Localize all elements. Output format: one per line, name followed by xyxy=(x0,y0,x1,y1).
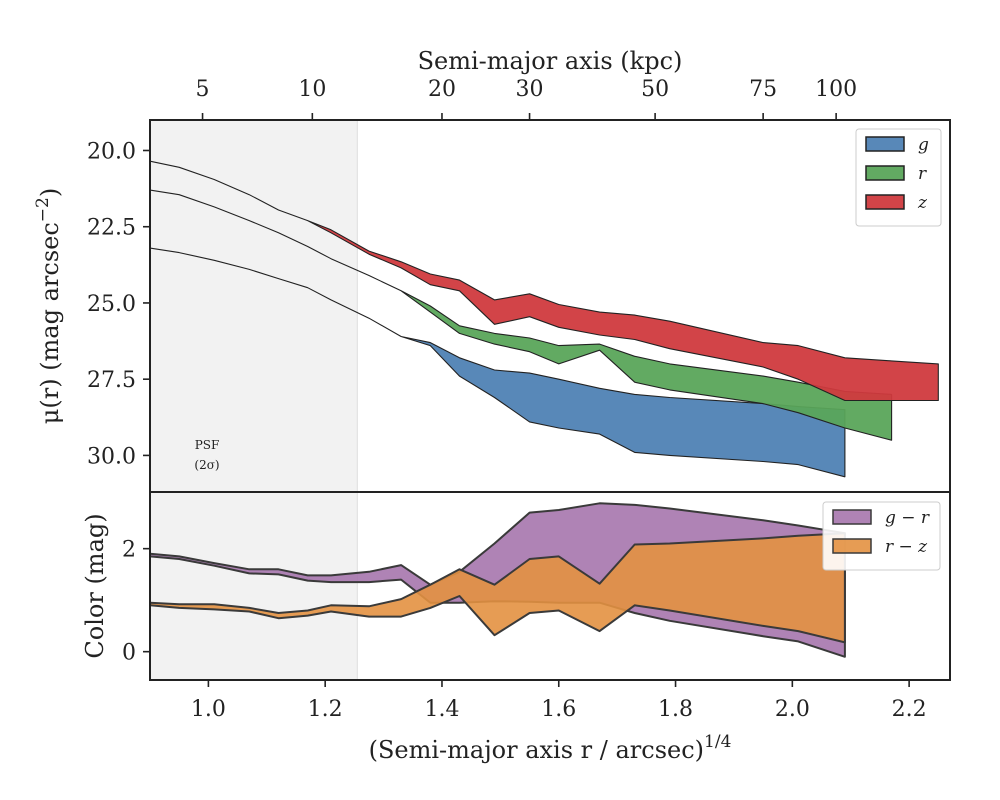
y-axis-label-main: μ(r) (mag arcsec−2) xyxy=(33,188,64,424)
xtick-label: 2.2 xyxy=(892,697,927,722)
sb-legend-label: g xyxy=(918,135,929,155)
y-axis-label-close: ) xyxy=(36,188,64,197)
top-tick-label: 5 xyxy=(196,77,210,102)
color-legend-swatch xyxy=(832,538,872,554)
xtick-label: 1.2 xyxy=(308,697,343,722)
top-tick-label: 50 xyxy=(641,77,669,102)
ytick-label: 25.0 xyxy=(87,292,136,317)
x-axis-label: (Semi-major axis r / arcsec)1/4 xyxy=(369,732,732,764)
sb-legend-swatch xyxy=(865,136,905,152)
top-tick-label: 30 xyxy=(516,77,544,102)
xtick-label: 1.4 xyxy=(424,697,459,722)
psf-shade-bottom xyxy=(150,492,358,680)
color-panel: 0 2 1.0 1.2 1.4 1.6 1.8 2.0 2.2 g − r r − z xyxy=(122,491,951,722)
sb-legend-swatch xyxy=(865,194,905,210)
color-legend-label: r − z xyxy=(885,537,928,557)
y-axis-label-exponent: −2 xyxy=(33,197,53,222)
band-z xyxy=(149,160,939,402)
band-g xyxy=(149,247,846,478)
top-tick-label: 20 xyxy=(428,77,456,102)
y-axis-label-text: μ(r) (mag arcsec xyxy=(36,222,64,424)
band-rz xyxy=(149,532,846,644)
psf-shade-top xyxy=(150,120,358,492)
ytick-label: 30.0 xyxy=(87,444,136,469)
sb-legend-label: z xyxy=(917,193,928,213)
xtick-label: 2.0 xyxy=(775,697,810,722)
sb-legend-label: r xyxy=(918,164,927,184)
x-axis-label-exponent: 1/4 xyxy=(704,732,731,752)
surface-brightness-panel: PSF (2σ) 20.0 22.5 25.0 27.5 30.0 5 10 20 30 50 75 10… xyxy=(87,77,951,493)
plot-frame-bottom xyxy=(149,491,951,681)
color-ytick-label: 2 xyxy=(122,538,136,563)
band-gr xyxy=(149,502,846,658)
color-ytick-label: 0 xyxy=(122,641,136,666)
color-legend-swatch xyxy=(832,509,872,525)
xtick-label: 1.8 xyxy=(658,697,693,722)
top-tick-label: 75 xyxy=(749,77,777,102)
top-tick-label: 10 xyxy=(298,77,326,102)
ytick-label: 27.5 xyxy=(87,368,136,393)
psf-label-line1: PSF xyxy=(195,438,220,452)
xtick-label: 1.6 xyxy=(541,697,576,722)
ytick-label: 22.5 xyxy=(87,216,136,241)
x-axis-label-text: (Semi-major axis r / arcsec) xyxy=(369,736,704,764)
psf-label-line2: (2σ) xyxy=(194,458,219,472)
band-r xyxy=(149,189,893,441)
top-axis-label: Semi-major axis (kpc) xyxy=(418,47,683,75)
color-legend-label: g − r xyxy=(885,508,930,528)
y-axis-label-color: Color (mag) xyxy=(81,513,109,658)
ytick-label: 20.0 xyxy=(87,139,136,164)
xtick-label: 1.0 xyxy=(191,697,226,722)
sb-legend-swatch xyxy=(865,165,905,181)
top-tick-label: 100 xyxy=(815,77,857,102)
